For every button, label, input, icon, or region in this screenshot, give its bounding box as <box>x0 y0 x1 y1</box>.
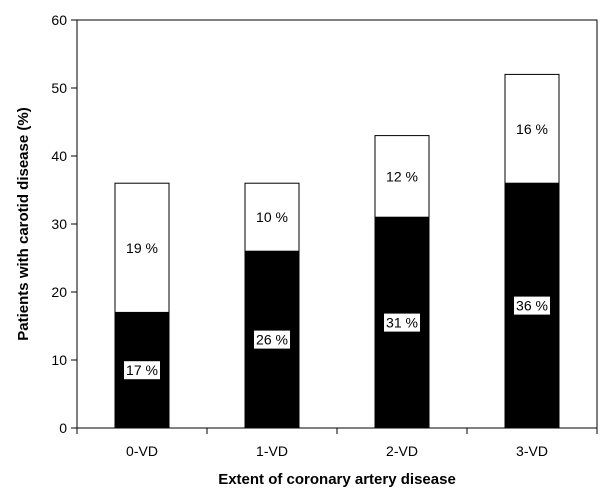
data-label-background <box>384 167 420 186</box>
data-label: 19 % <box>126 240 158 256</box>
x-tick-label: 3-VD <box>516 443 548 459</box>
y-axis-title: Patients with carotid disease (%) <box>15 107 32 340</box>
data-label: 26 % <box>256 332 288 348</box>
data-label-background <box>254 208 290 227</box>
x-tick-label: 2-VD <box>386 443 418 459</box>
data-label: 36 % <box>516 298 548 314</box>
x-axis-title: Extent of coronary artery disease <box>218 471 456 488</box>
y-tick-label: 0 <box>59 420 67 436</box>
y-tick-label: 60 <box>51 12 67 28</box>
x-axis: 0-VD 1-VD 2-VD 3-VD <box>76 428 598 459</box>
y-axis: 0 10 20 30 40 50 60 <box>51 12 77 436</box>
data-label: 12 % <box>386 168 418 184</box>
data-label-background <box>514 119 550 138</box>
bars-layer: 17 % 19 % 26 % 10 % 31 % 12 % 36 % 16 % <box>114 73 560 429</box>
y-tick-label: 20 <box>51 284 67 300</box>
data-label-background <box>124 361 160 380</box>
data-label: 16 % <box>516 121 548 137</box>
x-tick-label: 1-VD <box>256 443 288 459</box>
data-label-background <box>254 330 290 349</box>
data-label: 10 % <box>256 209 288 225</box>
data-label-background <box>124 238 160 257</box>
y-tick-label: 40 <box>51 148 67 164</box>
y-tick-label: 10 <box>51 352 67 368</box>
y-tick-label: 50 <box>51 80 67 96</box>
data-label-background <box>384 313 420 332</box>
data-label: 17 % <box>126 362 158 378</box>
x-tick-label: 0-VD <box>126 443 158 459</box>
y-tick-label: 30 <box>51 216 67 232</box>
data-label-background <box>514 296 550 315</box>
data-label: 31 % <box>386 315 418 331</box>
